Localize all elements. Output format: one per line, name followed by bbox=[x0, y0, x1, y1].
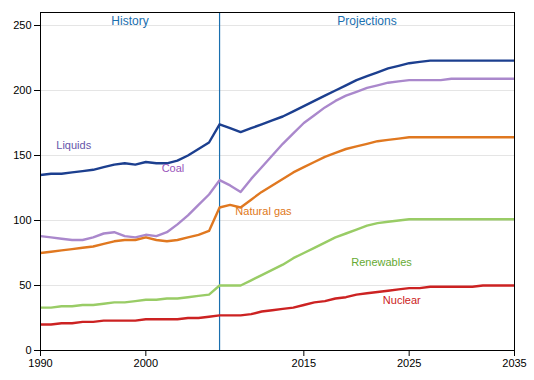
svg-text:Coal: Coal bbox=[162, 162, 185, 174]
svg-text:2035: 2035 bbox=[502, 357, 526, 369]
svg-text:1990: 1990 bbox=[28, 357, 52, 369]
svg-text:Natural gas: Natural gas bbox=[235, 205, 292, 217]
svg-text:2015: 2015 bbox=[292, 357, 316, 369]
svg-text:150: 150 bbox=[13, 149, 31, 161]
svg-text:50: 50 bbox=[19, 279, 31, 291]
svg-text:Projections: Projections bbox=[337, 14, 396, 28]
svg-text:100: 100 bbox=[13, 214, 31, 226]
svg-text:200: 200 bbox=[13, 84, 31, 96]
svg-text:Renewables: Renewables bbox=[351, 256, 412, 268]
svg-text:History: History bbox=[111, 14, 148, 28]
svg-text:0: 0 bbox=[25, 344, 31, 356]
svg-text:Nuclear: Nuclear bbox=[383, 294, 421, 306]
svg-text:Liquids: Liquids bbox=[56, 139, 91, 151]
svg-text:250: 250 bbox=[13, 19, 31, 31]
svg-text:2025: 2025 bbox=[397, 357, 421, 369]
svg-text:2000: 2000 bbox=[134, 357, 158, 369]
